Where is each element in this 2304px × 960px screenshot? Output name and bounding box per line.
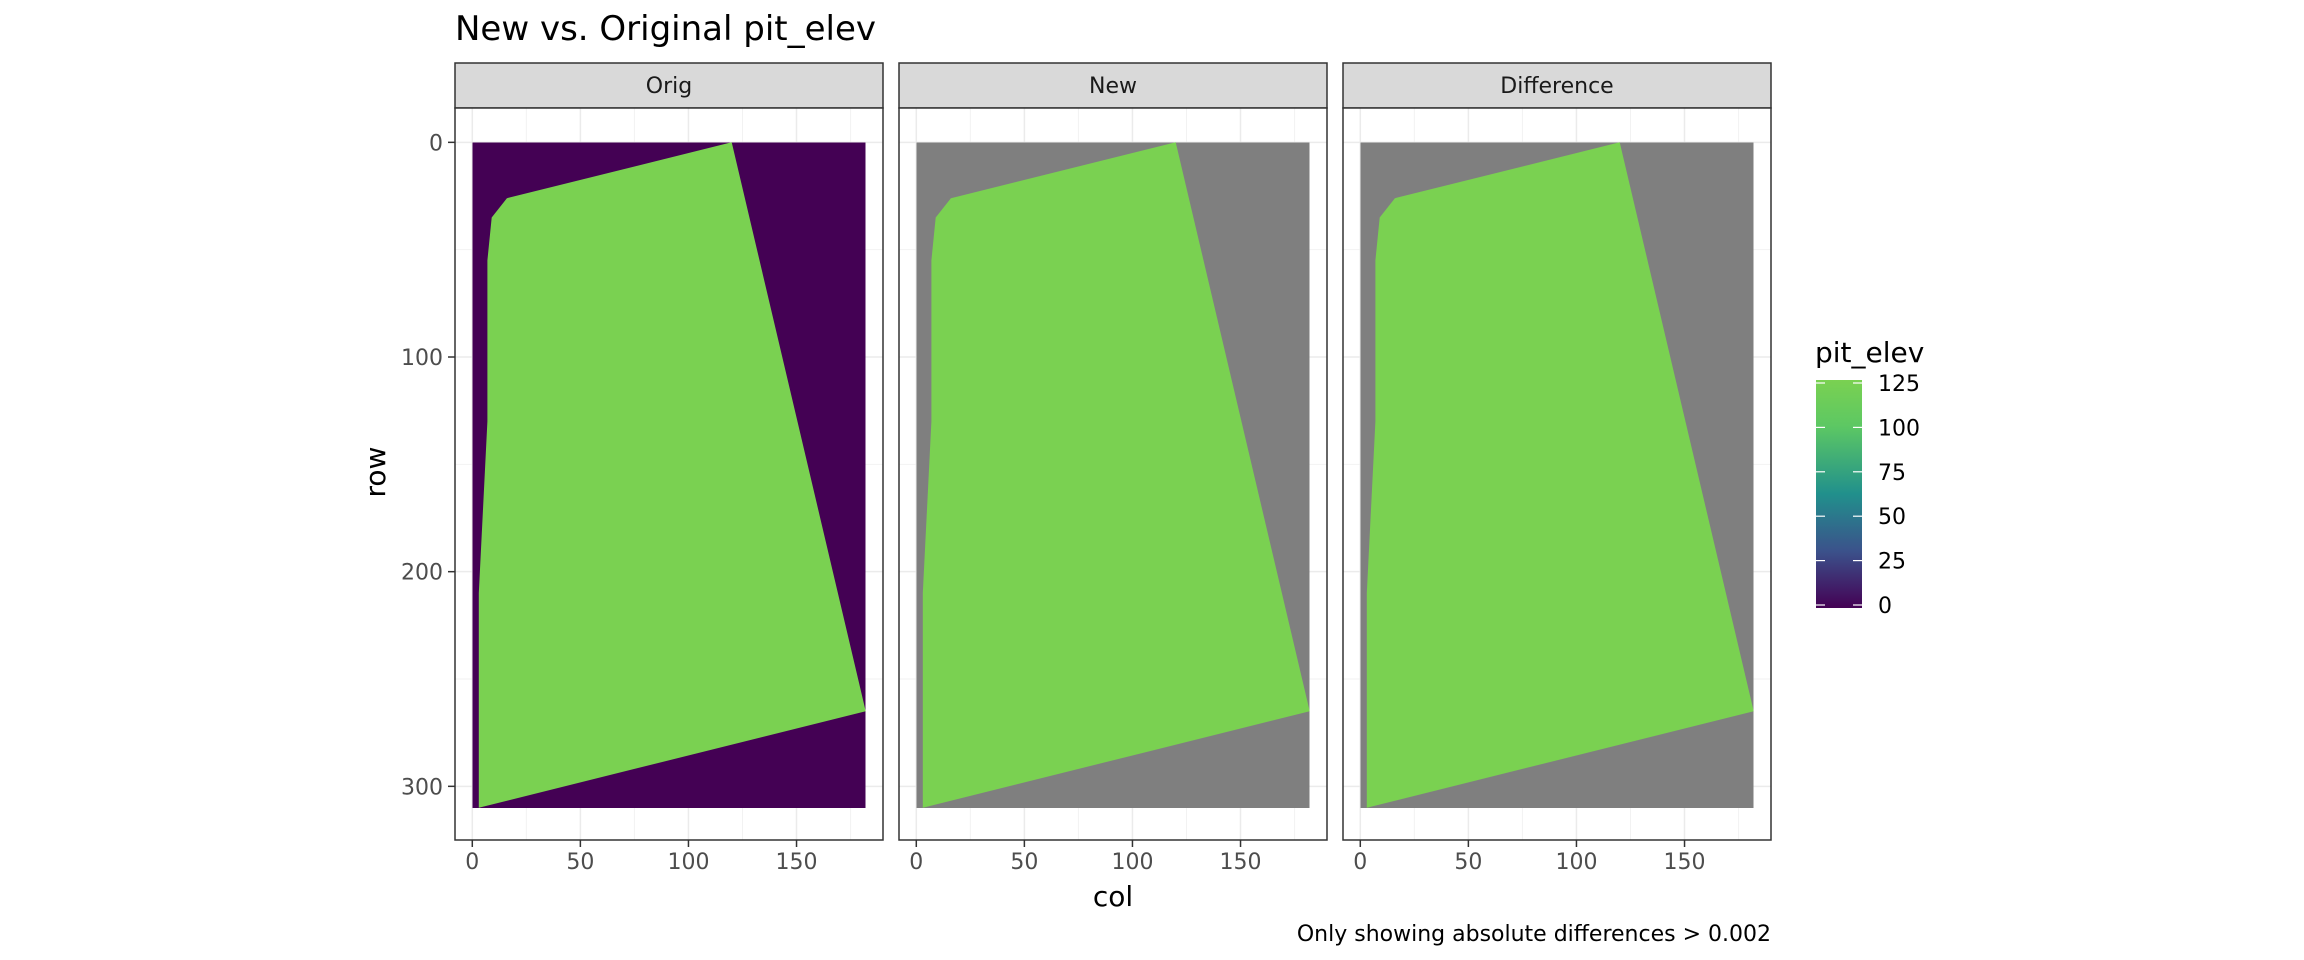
x-tick-label: 150	[1664, 850, 1706, 875]
x-tick-label: 100	[1555, 850, 1597, 875]
facet-panel-difference: Difference 0 50 100 150	[1342, 62, 1772, 875]
x-tick-label: 150	[776, 850, 818, 875]
legend-tick-label: 0	[1878, 594, 1892, 619]
legend-tick-label: 100	[1878, 416, 1920, 441]
panel-border	[898, 107, 1328, 841]
y-axis-title: row	[359, 447, 392, 498]
strip-label: Orig	[646, 74, 692, 99]
legend-colorbar	[1816, 380, 1862, 608]
y-tick-label: 0	[429, 131, 443, 156]
legend-ticks: 125 100 75 50 25 0	[1816, 372, 1920, 619]
x-tick-label: 100	[1111, 850, 1153, 875]
x-tick-label: 0	[465, 850, 479, 875]
legend-tick-label: 50	[1878, 505, 1906, 530]
x-tick-label: 0	[909, 850, 923, 875]
panel-border	[1342, 107, 1772, 841]
facet-panel-orig: Orig 0 50 100 150 0 100 200 300	[401, 62, 884, 875]
legend-tick-label: 125	[1878, 372, 1920, 397]
strip-background	[898, 62, 1328, 109]
x-tick-label: 150	[1220, 850, 1262, 875]
y-tick-label: 200	[401, 561, 443, 586]
strip-label: Difference	[1500, 74, 1613, 99]
y-tick-label: 100	[401, 346, 443, 371]
strip-label: New	[1089, 74, 1137, 99]
x-tick-label: 100	[667, 850, 709, 875]
panel-border	[454, 107, 884, 841]
x-tick-label: 0	[1353, 850, 1367, 875]
facet-panel-new: New 0 50 100 150	[898, 62, 1328, 875]
x-tick-label: 50	[1454, 850, 1482, 875]
y-tick-label: 300	[401, 775, 443, 800]
legend-title: pit_elev	[1815, 336, 1924, 369]
strip-background	[454, 62, 884, 109]
x-tick-label: 50	[1010, 850, 1038, 875]
raster-region	[478, 142, 866, 808]
strip-background	[1342, 62, 1772, 109]
legend-tick-label: 25	[1878, 550, 1906, 575]
raster-region	[922, 142, 1310, 808]
legend-tick-label: 75	[1878, 461, 1906, 486]
color-legend: pit_elev 125 100 75 50 25 0	[1815, 336, 1924, 619]
chart-caption: Only showing absolute differences > 0.00…	[1297, 922, 1771, 947]
x-axis-title: col	[1093, 880, 1133, 913]
x-tick-label: 50	[566, 850, 594, 875]
raster-region	[1366, 142, 1754, 808]
chart-title: New vs. Original pit_elev	[455, 9, 876, 49]
